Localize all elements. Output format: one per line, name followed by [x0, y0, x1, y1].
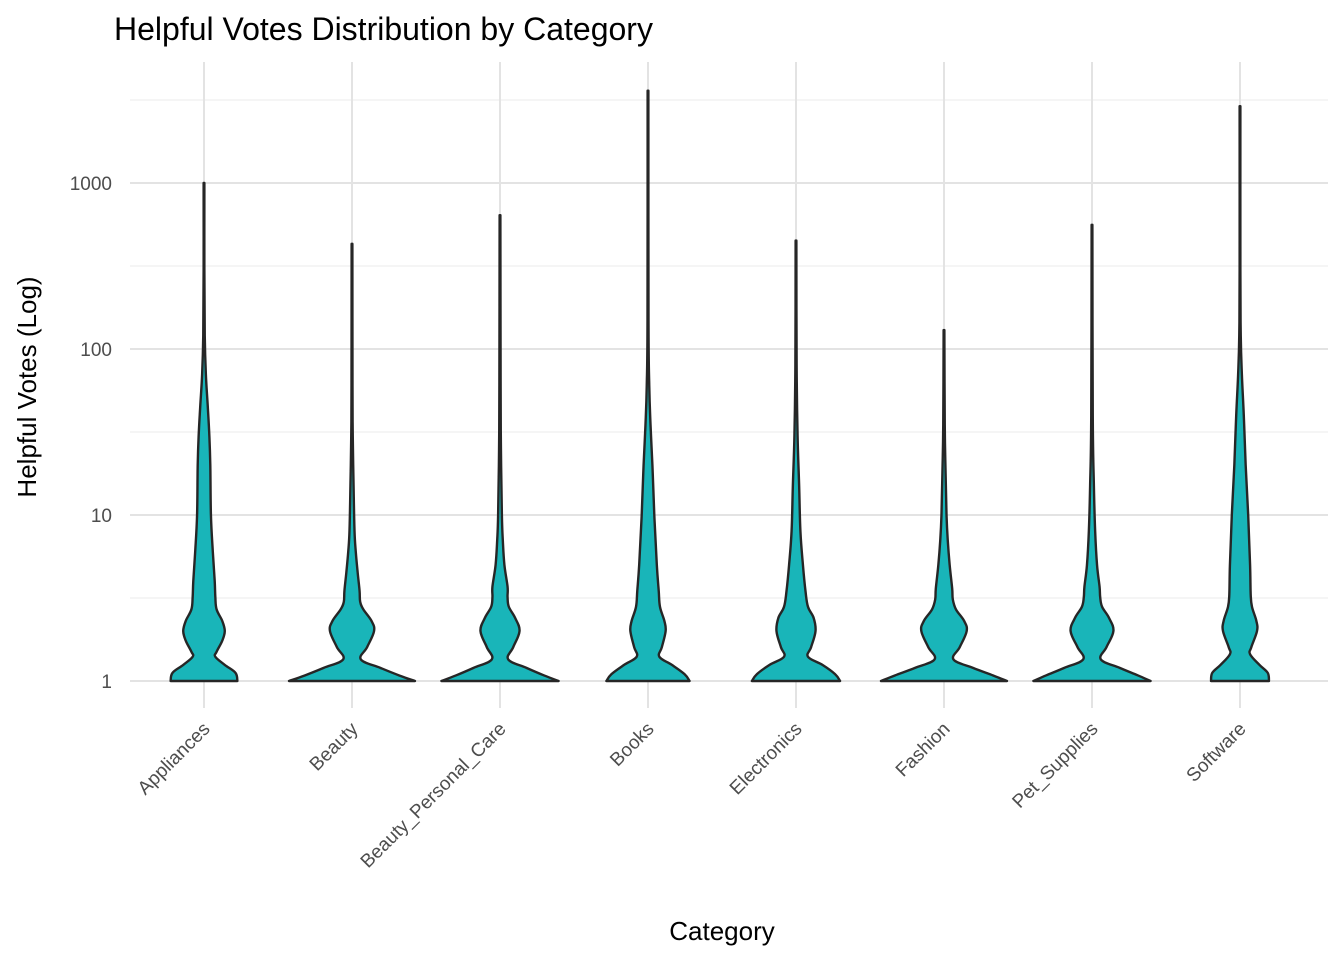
x-tick-label: Books [606, 719, 658, 771]
y-tick-label: 100 [80, 340, 112, 361]
violins [169, 89, 1271, 683]
violin-appliances [169, 181, 239, 683]
y-axis-ticks: 1 10 100 1000 [70, 174, 112, 693]
y-tick-label: 10 [91, 506, 112, 527]
gridlines [130, 62, 1328, 708]
violin-software [1209, 105, 1271, 683]
violin-fashion [879, 328, 1009, 683]
x-tick-label: Beauty_Personal_Care [357, 719, 511, 873]
x-tick-label: Fashion [892, 719, 955, 782]
x-tick-label: Pet_Supplies [1009, 719, 1103, 813]
violin-pet-supplies [1032, 223, 1152, 683]
x-tick-label: Appliances [134, 719, 215, 800]
violin-beauty [287, 242, 417, 683]
y-tick-label: 1000 [70, 174, 112, 195]
violin-books [605, 89, 691, 683]
x-tick-label: Beauty [306, 718, 363, 775]
violin-beauty-personal-care [440, 213, 560, 683]
chart-title: Helpful Votes Distribution by Category [114, 11, 653, 47]
y-axis-title: Helpful Votes (Log) [12, 276, 42, 497]
x-tick-label: Electronics [726, 719, 807, 800]
y-tick-label: 1 [101, 672, 112, 693]
x-axis-title: Category [669, 916, 775, 946]
violin-electronics [750, 239, 842, 683]
x-tick-label: Software [1183, 719, 1251, 787]
